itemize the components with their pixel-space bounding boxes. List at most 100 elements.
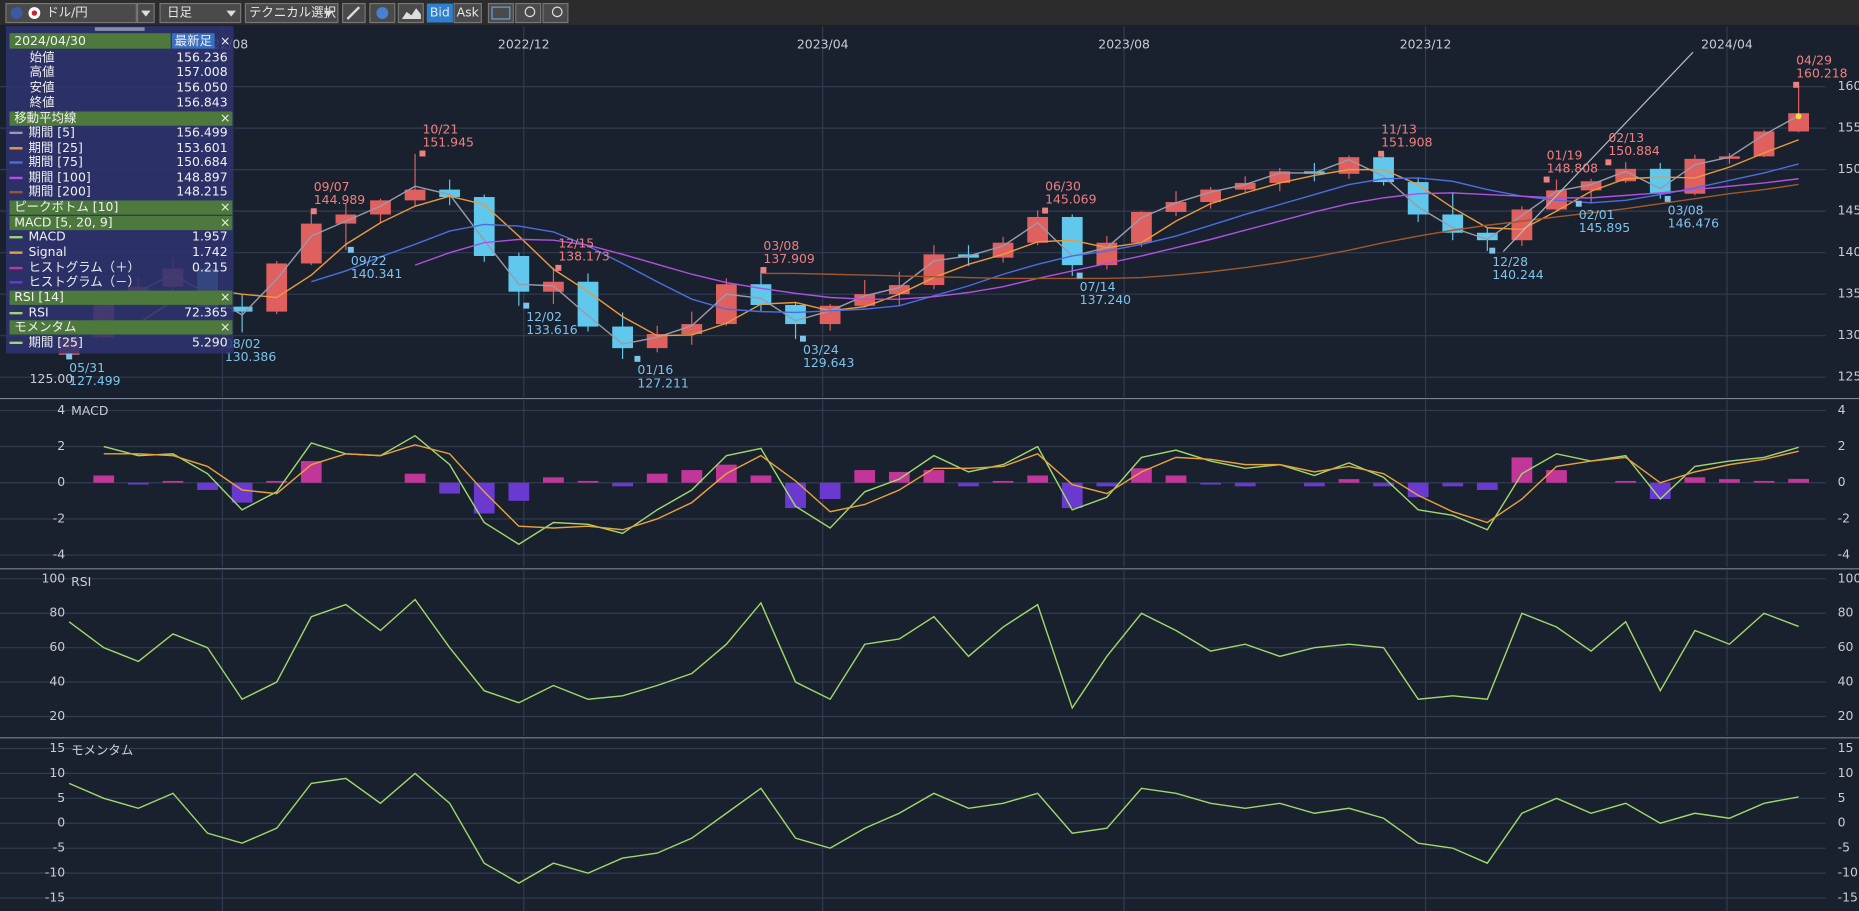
y-tick-label: 0	[57, 474, 65, 489]
y-tick-label: 0	[1838, 474, 1846, 489]
series-line	[68, 772, 1799, 884]
histogram-bar	[646, 473, 668, 483]
histogram-bar	[923, 470, 945, 483]
peak-date: 12/02	[526, 309, 562, 324]
close-button[interactable]: ×	[220, 199, 230, 214]
candle-body	[681, 324, 703, 335]
histogram-bar	[508, 482, 530, 501]
candle-body	[1442, 214, 1464, 233]
candle-body	[646, 334, 668, 349]
y-tick-label: 100	[41, 570, 65, 585]
dropdown-arrow	[226, 10, 236, 17]
peak-date: 03/08	[1668, 202, 1704, 217]
y-tick-label: 40	[1838, 674, 1854, 689]
histogram-bar	[266, 480, 288, 483]
panel-title: モメンタム	[71, 742, 133, 757]
ma-title: 移動平均線	[14, 110, 76, 125]
peak-value: 138.173	[558, 249, 609, 264]
peak-value: 127.211	[637, 375, 688, 390]
peak-value: 127.499	[69, 373, 121, 388]
y-tick-label: -4	[53, 547, 65, 562]
peak-marker	[1076, 272, 1083, 279]
timeframe-label[interactable]: 日足	[167, 5, 192, 20]
series-line	[137, 139, 1799, 337]
peak-date: 06/30	[1045, 178, 1081, 193]
indicator-icon	[491, 6, 511, 20]
histogram-bar	[543, 477, 564, 483]
peak-date: 01/19	[1547, 147, 1583, 162]
close-button[interactable]: ×	[220, 289, 230, 304]
ask-button[interactable]	[453, 2, 482, 24]
indicator-button[interactable]	[487, 2, 514, 24]
close-button[interactable]: ×	[220, 215, 230, 230]
y-tick-label: -10	[1838, 865, 1858, 880]
y-tick-label: 145	[1838, 203, 1859, 218]
close-button[interactable]: ×	[220, 319, 230, 334]
peak-value: 130.386	[225, 349, 277, 364]
candle-body	[508, 255, 530, 292]
histogram-bar	[577, 480, 599, 483]
bid-button[interactable]	[426, 3, 453, 23]
legend-label: 期間 [75]	[28, 154, 82, 169]
histogram-bar	[750, 475, 772, 483]
peak-value: 137.909	[763, 251, 815, 266]
info-icon	[376, 7, 389, 19]
y-tick-label: -5	[1838, 840, 1850, 855]
macd-title: MACD [5, 20, 9]	[14, 215, 112, 230]
candle-body	[854, 294, 876, 306]
symbol-label[interactable]: ドル/円	[46, 5, 88, 20]
peak-marker	[1378, 150, 1385, 157]
peak-value: 140.244	[1492, 267, 1544, 282]
histogram-bar	[958, 482, 979, 487]
close-button[interactable]: ×	[220, 110, 230, 125]
peak-date: 01/16	[637, 362, 673, 377]
x-tick-label: 2022/12	[498, 37, 550, 52]
bid-label[interactable]: Bid	[430, 5, 450, 20]
latest-button[interactable]	[171, 33, 215, 49]
y-tick-label: 135	[1838, 286, 1859, 301]
y-tick-label: 5	[1838, 790, 1846, 805]
symbol-select[interactable]	[5, 2, 137, 24]
peak-date: 09/07	[314, 179, 350, 194]
histogram-bar	[1511, 457, 1533, 483]
close-button[interactable]: ×	[220, 33, 230, 48]
zoom-y-button[interactable]	[542, 2, 569, 24]
latest-button-label[interactable]: 最新足	[175, 33, 212, 48]
candle-body	[1165, 202, 1187, 212]
y-tick-label: 130	[1838, 327, 1859, 342]
candle-body	[1649, 168, 1671, 194]
timeframe-select[interactable]	[159, 2, 242, 24]
close-value: 156.843	[176, 95, 227, 110]
trend-line[interactable]	[1502, 51, 1694, 252]
candle-body	[1200, 189, 1221, 203]
technical-label[interactable]: テクニカル選択	[249, 5, 337, 20]
candle-body	[473, 197, 495, 256]
legend-value: 156.499	[176, 124, 228, 139]
legend-label: RSI	[28, 305, 48, 320]
legend-label: 期間 [200]	[28, 184, 90, 199]
candle-body	[1234, 182, 1256, 190]
y-tick-label: 0	[57, 815, 65, 830]
histogram-bar	[127, 482, 149, 485]
peak-value: 137.240	[1080, 292, 1132, 307]
histogram-bar	[197, 482, 218, 490]
panel-grip[interactable]	[94, 27, 145, 31]
y-tick-label: 140	[1838, 244, 1859, 259]
histogram-bar	[404, 473, 426, 483]
histogram-bar	[1719, 479, 1740, 483]
y-tick-label: 150	[1838, 161, 1859, 176]
zoom-x-button[interactable]	[515, 2, 542, 24]
ask-label[interactable]: Ask	[457, 5, 480, 20]
peak-date: 05/31	[69, 360, 105, 375]
high-value: 157.008	[176, 64, 228, 79]
y-tick-label: 2	[1838, 438, 1846, 453]
zoom-icon	[524, 6, 536, 18]
series-line	[311, 163, 1799, 314]
section-header	[9, 200, 233, 215]
peak-date: 04/29	[1796, 53, 1832, 68]
panel-title: MACD	[71, 403, 108, 418]
peak-value: 146.476	[1668, 215, 1720, 230]
technical-select[interactable]	[244, 2, 339, 24]
